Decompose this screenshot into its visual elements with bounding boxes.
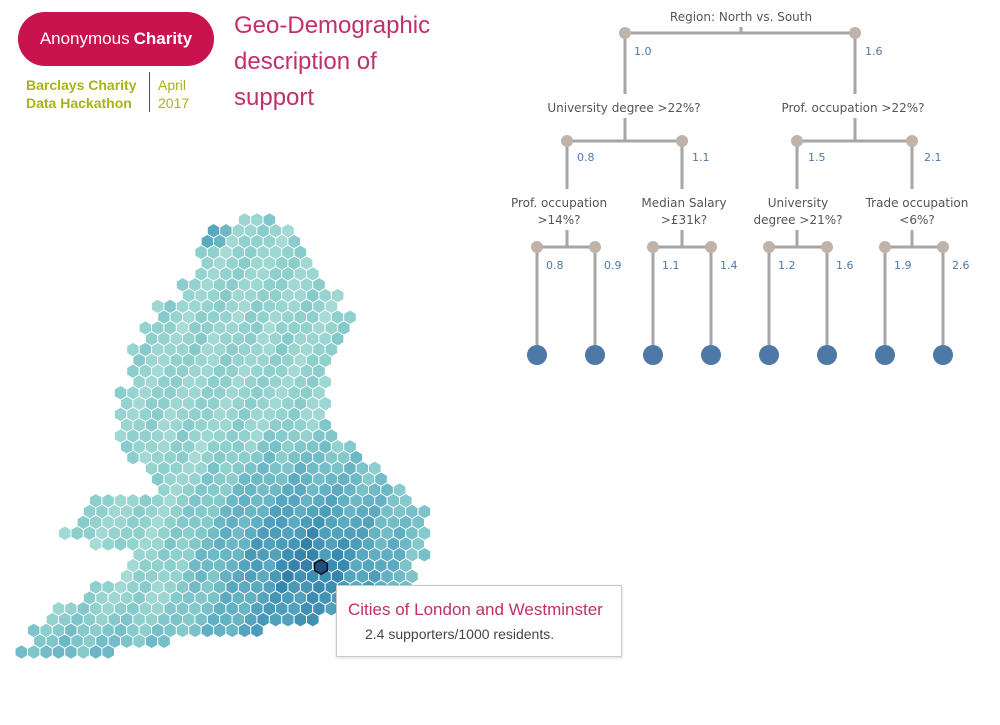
tree-leaf-node[interactable]: [759, 345, 779, 365]
branch-value: 1.0: [634, 45, 652, 58]
title-line-2: description of: [234, 48, 377, 75]
tree-split-point: [561, 135, 573, 147]
tree-root-label: Region: North vs. South: [670, 10, 812, 24]
tree-node-label: University: [768, 196, 829, 210]
tree-leaf-node[interactable]: [643, 345, 663, 365]
tree-node-label: Median Salary: [641, 196, 726, 210]
tree-split-point: [763, 241, 775, 253]
tree-split-point: [821, 241, 833, 253]
branch-value: 0.8: [546, 259, 564, 272]
branch-value: 1.1: [692, 151, 710, 164]
title-line-1: Geo-Demographic: [234, 12, 431, 39]
date-line-2: 2017: [158, 95, 190, 111]
title-line-3: support: [234, 84, 315, 111]
tree-node-label: >£31k?: [661, 213, 707, 227]
logo-name-regular: Anonymous: [39, 29, 130, 48]
logo-divider: [149, 72, 150, 112]
branch-value: 1.4: [720, 259, 738, 272]
area-hex[interactable]: [101, 644, 115, 660]
tree-leaf-node[interactable]: [701, 345, 721, 365]
tree-split-point: [676, 135, 688, 147]
event-date: April 2017: [158, 76, 189, 112]
area-hex[interactable]: [157, 633, 171, 650]
tree-split-point: [906, 135, 918, 147]
branch-value: 1.6: [865, 45, 883, 58]
tree-leaf-node[interactable]: [585, 345, 605, 365]
hackathon-line-2: Data Hackathon: [26, 95, 132, 111]
branch-value: 1.1: [662, 259, 680, 272]
tree-split-point: [937, 241, 949, 253]
branch-value: 1.5: [808, 151, 826, 164]
tree-node-label: Prof. occupation: [511, 196, 607, 210]
area-hex[interactable]: [250, 622, 264, 639]
tree-leaf-node[interactable]: [527, 345, 547, 365]
branch-value: 0.8: [577, 151, 595, 164]
tree-node-label: Trade occupation: [865, 196, 969, 210]
charity-logo: Anonymous Charity: [18, 12, 214, 66]
logo-name-bold: Charity: [133, 29, 193, 48]
hackathon-line-1: Barclays Charity: [26, 77, 137, 93]
area-hex[interactable]: [417, 546, 432, 563]
selected-area-hex[interactable]: [313, 558, 329, 576]
tree-split-point: [879, 241, 891, 253]
tree-split-point: [791, 135, 803, 147]
tree-split-point: [647, 241, 659, 253]
branch-value: 0.9: [604, 259, 622, 272]
tree-node-label: >14%?: [537, 213, 580, 227]
tooltip-body: 2.4 supporters/1000 residents.: [365, 626, 555, 642]
tree-node-label: degree >21%?: [754, 213, 843, 227]
tree-leaf-node[interactable]: [933, 345, 953, 365]
branch-value: 1.2: [778, 259, 796, 272]
map-tooltip: Cities of London and Westminster 2.4 sup…: [336, 585, 622, 657]
tree-split-point: [531, 241, 543, 253]
branch-value: 2.1: [924, 151, 942, 164]
branch-value: 2.6: [952, 259, 970, 272]
tree-node-label: University degree >22%?: [547, 101, 700, 115]
area-hex[interactable]: [306, 611, 320, 628]
tree-leaf-node[interactable]: [817, 345, 837, 365]
tree-leaf-node[interactable]: [875, 345, 895, 365]
hackathon-label: Barclays Charity Data Hackathon: [26, 76, 137, 112]
tree-node-label: Prof. occupation >22%?: [781, 101, 924, 115]
branch-value: 1.6: [836, 259, 854, 272]
tree-split-point: [589, 241, 601, 253]
tooltip-title: Cities of London and Westminster: [348, 600, 603, 619]
tree-split-point: [705, 241, 717, 253]
branch-value: 1.9: [894, 259, 912, 272]
tree-split-point: [849, 27, 861, 39]
tree-node-label: <6%?: [899, 213, 934, 227]
tree-split-point: [619, 27, 631, 39]
date-line-1: April: [158, 77, 187, 93]
page-title: Geo-Demographic description of support: [234, 8, 430, 116]
